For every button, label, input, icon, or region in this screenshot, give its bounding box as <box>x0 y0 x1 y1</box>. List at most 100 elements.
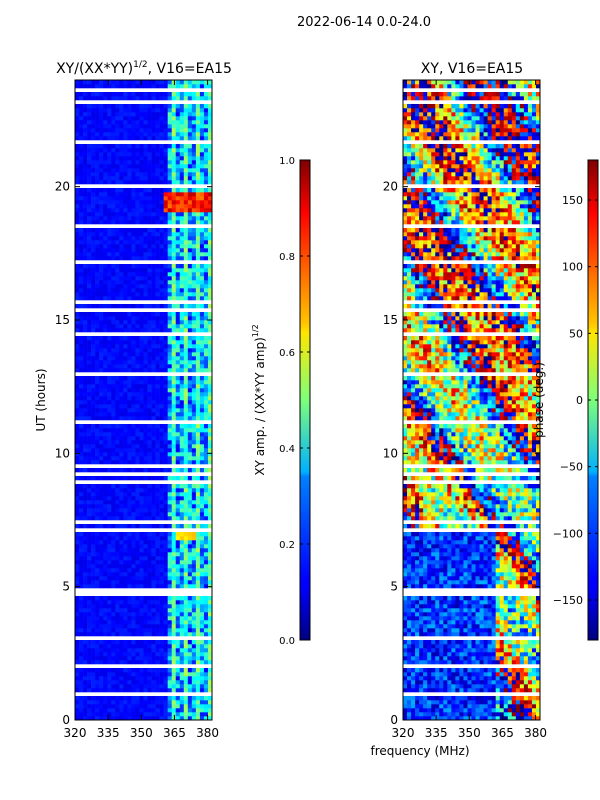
amplitude-cell <box>119 120 124 125</box>
amplitude-cell <box>155 716 160 720</box>
amplitude-cell <box>183 180 189 185</box>
amplitude-cell <box>91 548 96 553</box>
amplitude-cell <box>79 128 84 133</box>
amplitude-cell <box>135 680 140 685</box>
amplitude-cell <box>195 192 201 197</box>
amplitude-cell <box>167 104 173 109</box>
amplitude-cell <box>111 380 116 385</box>
amplitude-cell <box>119 628 124 633</box>
amplitude-cell <box>151 396 156 401</box>
amplitude-cell <box>187 216 193 221</box>
amplitude-cell <box>159 396 164 401</box>
amplitude-cell <box>91 268 96 273</box>
amplitude-cell <box>163 236 168 241</box>
amplitude-cell <box>75 192 80 197</box>
amplitude-cell <box>159 324 164 329</box>
amplitude-cell <box>135 380 140 385</box>
amplitude-cell <box>147 176 152 181</box>
amplitude-cell <box>163 156 168 161</box>
amplitude-cell <box>187 600 193 605</box>
amplitude-cell <box>115 640 120 645</box>
amplitude-cell <box>195 388 201 393</box>
amplitude-cell <box>167 364 173 369</box>
amplitude-cell <box>159 240 164 245</box>
amplitude-cell <box>147 604 152 609</box>
amplitude-cell <box>195 176 201 181</box>
amplitude-cell <box>135 492 140 497</box>
amplitude-cell <box>87 476 92 481</box>
amplitude-cell <box>155 712 160 717</box>
amplitude-cell <box>83 344 88 349</box>
amplitude-cell <box>131 436 136 441</box>
amplitude-cell <box>135 452 140 457</box>
amplitude-cell <box>163 152 168 157</box>
phase-cell <box>451 696 456 701</box>
amplitude-cell <box>171 336 177 341</box>
amplitude-cell <box>107 232 112 237</box>
amplitude-cell <box>83 404 88 409</box>
amplitude-cell <box>199 80 205 85</box>
amplitude-cell <box>175 208 181 213</box>
amplitude-cell <box>123 428 128 433</box>
amplitude-cell <box>75 312 80 317</box>
amplitude-cell <box>95 412 100 417</box>
amplitude-cell <box>199 376 205 381</box>
amplitude-cell <box>107 364 112 369</box>
amplitude-cell <box>147 324 152 329</box>
amplitude-cell <box>183 572 189 577</box>
amplitude-cell <box>195 508 201 513</box>
amplitude-cell <box>147 380 152 385</box>
amplitude-cell <box>119 212 124 217</box>
amplitude-cell <box>103 132 108 137</box>
phase-cell <box>411 700 416 705</box>
amplitude-cell <box>91 496 96 501</box>
amplitude-cell <box>119 536 124 541</box>
amplitude-cell <box>79 344 84 349</box>
amplitude-cell <box>187 368 193 373</box>
amplitude-cell <box>143 204 148 209</box>
amplitude-cell <box>143 200 148 205</box>
amplitude-cell <box>99 132 104 137</box>
amplitude-cell <box>163 240 168 245</box>
amplitude-cell <box>79 452 84 457</box>
amplitude-cell <box>151 552 156 557</box>
amplitude-cell <box>179 540 185 545</box>
amplitude-cell <box>139 564 144 569</box>
amplitude-cell <box>187 232 193 237</box>
amplitude-cell <box>139 348 144 353</box>
amplitude-cell <box>175 84 181 89</box>
amplitude-cell <box>159 320 164 325</box>
amplitude-cell <box>111 428 116 433</box>
amplitude-cell <box>87 124 92 129</box>
amplitude-cell <box>155 532 160 537</box>
amplitude-cell <box>143 240 148 245</box>
amplitude-cell <box>167 496 173 501</box>
amplitude-cell <box>147 204 152 209</box>
amplitude-cell <box>159 572 164 577</box>
amplitude-cell <box>111 104 116 109</box>
amplitude-cell <box>115 164 120 169</box>
amplitude-cell <box>143 584 148 589</box>
amplitude-cell <box>111 312 116 317</box>
amplitude-cell <box>91 96 96 101</box>
amplitude-cell <box>179 652 185 657</box>
amplitude-cell <box>123 328 128 333</box>
amplitude-cell <box>119 404 124 409</box>
amplitude-cell <box>111 208 116 213</box>
amplitude-cell <box>179 616 185 621</box>
amplitude-cell <box>115 696 120 701</box>
amplitude-cell <box>171 608 177 613</box>
amplitude-cell <box>119 292 124 297</box>
amplitude-cell <box>123 288 128 293</box>
amplitude-cell <box>139 176 144 181</box>
amplitude-cell <box>107 180 112 185</box>
amplitude-cell <box>87 132 92 137</box>
amplitude-cell <box>175 248 181 253</box>
amplitude-cell <box>171 440 177 445</box>
amplitude-cell <box>91 624 96 629</box>
amplitude-cell <box>171 532 177 537</box>
amplitude-cell <box>159 96 164 101</box>
amplitude-cell <box>111 336 116 341</box>
amplitude-cell <box>191 204 197 209</box>
amplitude-cell <box>171 288 177 293</box>
